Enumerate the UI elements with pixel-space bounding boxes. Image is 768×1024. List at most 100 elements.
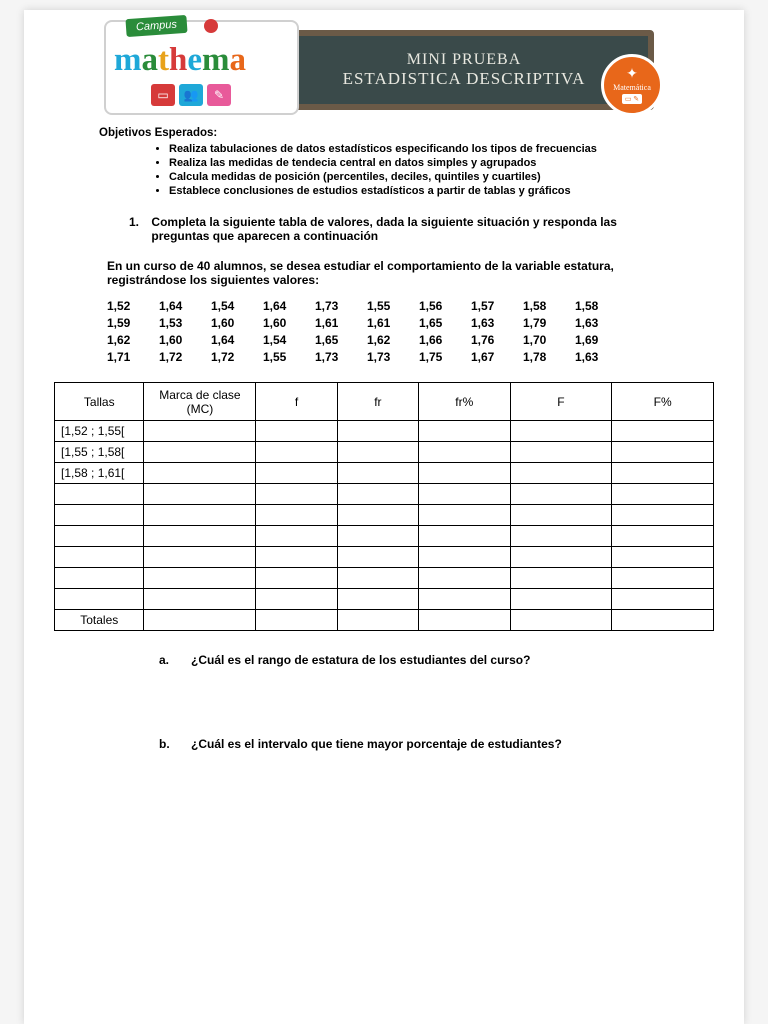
- table-cell: [337, 589, 418, 610]
- th-F: F: [510, 383, 612, 421]
- table-cell: Totales: [55, 610, 144, 631]
- table-cell: [1,55 ; 1,58[: [55, 442, 144, 463]
- th-fr: fr: [337, 383, 418, 421]
- table-cell: [256, 484, 337, 505]
- campus-tag: Campus: [125, 15, 187, 37]
- table-cell: [612, 463, 714, 484]
- data-value: 1,71: [107, 350, 159, 364]
- table-cell: [55, 505, 144, 526]
- data-value: 1,53: [159, 316, 211, 330]
- objectives-list: Realiza tabulaciones de datos estadístic…: [99, 143, 669, 197]
- data-value: 1,60: [159, 333, 211, 347]
- table-cell: [510, 547, 612, 568]
- table-cell: [510, 463, 612, 484]
- table-cell: [612, 547, 714, 568]
- objective-item: Realiza tabulaciones de datos estadístic…: [169, 143, 669, 155]
- data-value: 1,73: [367, 350, 419, 364]
- data-value: 1,65: [315, 333, 367, 347]
- table-cell: [510, 526, 612, 547]
- table-row: [55, 484, 714, 505]
- table-cell: [612, 610, 714, 631]
- table-cell: [612, 589, 714, 610]
- table-cell: [612, 526, 714, 547]
- table-cell: [256, 463, 337, 484]
- data-value: 1,54: [263, 333, 315, 347]
- table-cell: [337, 568, 418, 589]
- q1-context: En un curso de 40 alumnos, se desea estu…: [99, 259, 669, 287]
- table-cell: [419, 505, 511, 526]
- table-cell: [337, 463, 418, 484]
- table-cell: [144, 568, 256, 589]
- data-values-grid: 1,521,641,541,641,731,551,561,571,581,58…: [99, 299, 669, 364]
- table-cell: [612, 442, 714, 463]
- table-cell: [419, 568, 511, 589]
- table-cell: [256, 421, 337, 442]
- table-row: [55, 547, 714, 568]
- table-cell: [55, 547, 144, 568]
- data-value: 1,70: [523, 333, 575, 347]
- people-icon: 👥: [179, 84, 203, 106]
- table-cell: [337, 421, 418, 442]
- table-row: [55, 568, 714, 589]
- table-row: [55, 589, 714, 610]
- table-cell: [256, 589, 337, 610]
- banner-title-1: MINI PRUEBA: [407, 51, 522, 69]
- table-cell: [612, 568, 714, 589]
- table-cell: [612, 421, 714, 442]
- table-cell: [256, 610, 337, 631]
- data-value: 1,63: [575, 350, 627, 364]
- table-cell: [55, 589, 144, 610]
- banner-title-2: ESTADISTICA DESCRIPTIVA: [343, 69, 586, 89]
- logo-icons: ▭ 👥 ✎: [151, 84, 231, 106]
- table-cell: [510, 421, 612, 442]
- data-value: 1,64: [263, 299, 315, 313]
- table-cell: [510, 442, 612, 463]
- table-cell: [144, 589, 256, 610]
- objective-item: Calcula medidas de posición (percentiles…: [169, 171, 669, 183]
- table-row: [1,52 ; 1,55[: [55, 421, 714, 442]
- table-cell: [144, 463, 256, 484]
- table-cell: [337, 505, 418, 526]
- data-value: 1,63: [575, 316, 627, 330]
- table-cell: [510, 589, 612, 610]
- table-cell: [337, 484, 418, 505]
- data-value: 1,62: [367, 333, 419, 347]
- data-value: 1,54: [211, 299, 263, 313]
- data-value: 1,58: [523, 299, 575, 313]
- th-frpct: fr%: [419, 383, 511, 421]
- tv-icon: ▭: [151, 84, 175, 106]
- sub-question-a: a. ¿Cuál es el rango de estatura de los …: [99, 653, 669, 667]
- table-cell: [256, 442, 337, 463]
- table-cell: [144, 610, 256, 631]
- logo-card: Campus mathema ▭ 👥 ✎: [104, 20, 299, 115]
- table-row: [55, 526, 714, 547]
- table-cell: [256, 526, 337, 547]
- data-value: 1,56: [419, 299, 471, 313]
- q1-text: Completa la siguiente tabla de valores, …: [151, 215, 669, 243]
- th-mc: Marca de clase (MC): [144, 383, 256, 421]
- table-header-row: Tallas Marca de clase (MC) f fr fr% F F%: [55, 383, 714, 421]
- table-cell: [419, 526, 511, 547]
- table-cell: [510, 568, 612, 589]
- data-value: 1,63: [471, 316, 523, 330]
- pin-icon: [204, 19, 218, 33]
- table-cell: [144, 442, 256, 463]
- question-1: 1. Completa la siguiente tabla de valore…: [99, 215, 669, 243]
- table-cell: [256, 505, 337, 526]
- data-value: 1,57: [471, 299, 523, 313]
- data-value: 1,59: [107, 316, 159, 330]
- data-value: 1,64: [159, 299, 211, 313]
- worksheet-page: MINI PRUEBA ESTADISTICA DESCRIPTIVA ✦ Ma…: [24, 10, 744, 1024]
- table-cell: [510, 505, 612, 526]
- table-cell: [337, 547, 418, 568]
- data-value: 1,72: [211, 350, 263, 364]
- badge-label: Matemática: [613, 83, 651, 92]
- table-cell: [510, 610, 612, 631]
- table-cell: [144, 547, 256, 568]
- table-cell: [256, 547, 337, 568]
- data-value: 1,52: [107, 299, 159, 313]
- table-cell: [419, 547, 511, 568]
- data-value: 1,60: [211, 316, 263, 330]
- table-cell: [510, 484, 612, 505]
- sub-b-letter: b.: [159, 737, 173, 751]
